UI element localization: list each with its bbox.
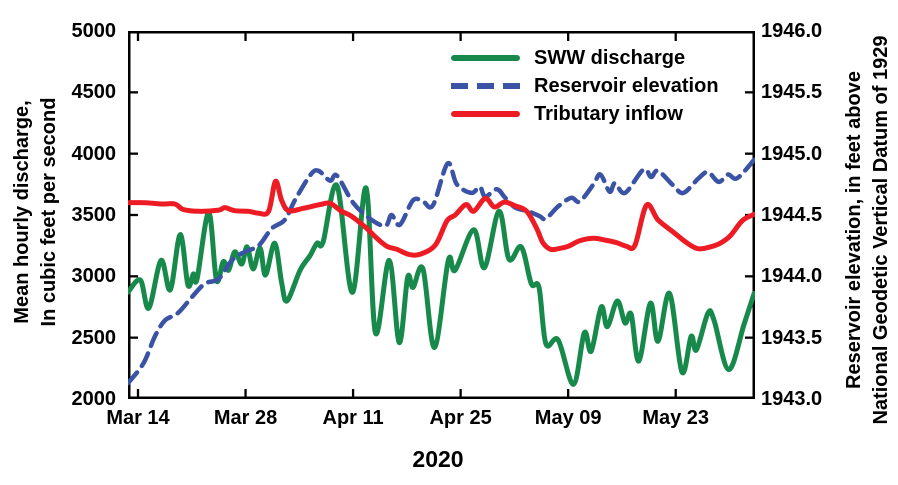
x-tick-label: May 23 [642, 407, 710, 429]
legend-label-tributary-inflow: Tributary inflow [534, 102, 683, 125]
sww-discharge-line-swatch [451, 55, 520, 61]
y-tick-label-right: 1944.0 [761, 265, 823, 288]
y-tick-label-right: 1943.5 [761, 326, 823, 349]
x-axis-year-label: 2020 [412, 446, 464, 472]
y-tick-label-left: 4000 [71, 142, 117, 165]
tributary-inflow-line-swatch [451, 111, 520, 117]
legend-label-reservoir-elevation: Reservoir elevation [534, 74, 719, 97]
y-axis-right-title-line1: Reservoir elevation, in feet above [843, 71, 865, 389]
y-tick-label-right: 1944.5 [761, 204, 823, 226]
y-tick-label-right: 1945.0 [761, 142, 823, 165]
reservoir-elevation-line-swatch [451, 83, 520, 89]
y-axis-right-title-line2: National Geodetic Vertical Datum of 1929 [870, 35, 892, 425]
y-tick-label-left: 5000 [71, 20, 117, 42]
y-tick-label-left: 2500 [71, 326, 117, 349]
y-tick-label-right: 1946.0 [761, 20, 823, 42]
legend-item-reservoir-elevation: Reservoir elevation [451, 72, 719, 100]
legend-item-tributary-inflow: Tributary inflow [451, 100, 719, 128]
legend: SWW discharge Reservoir elevation Tribut… [451, 44, 719, 128]
x-tick-label: Apr 11 [322, 407, 384, 429]
y-tick-label-left: 4500 [71, 81, 117, 104]
x-tick-label: Apr 25 [429, 407, 492, 429]
y-tick-label-right: 1943.0 [761, 388, 823, 410]
y-tick-label-right: 1945.5 [761, 81, 823, 104]
x-tick-label: May 09 [534, 407, 602, 429]
sww-discharge-line [128, 182, 755, 387]
tributary-inflow-line [128, 178, 755, 258]
x-tick-label: Mar 14 [106, 407, 170, 429]
y-tick-label-left: 2000 [71, 388, 117, 410]
legend-item-sww-discharge: SWW discharge [451, 44, 719, 72]
plot-area [128, 31, 755, 399]
y-tick-label-left: 3500 [71, 204, 117, 226]
legend-label-sww-discharge: SWW discharge [534, 46, 686, 69]
reservoir-elevation-line [128, 157, 755, 386]
y-tick-label-left: 3000 [71, 265, 117, 288]
x-tick-label: Mar 28 [213, 407, 278, 429]
y-axis-right-title: Reservoir elevation, in feet above Natio… [841, 10, 895, 450]
